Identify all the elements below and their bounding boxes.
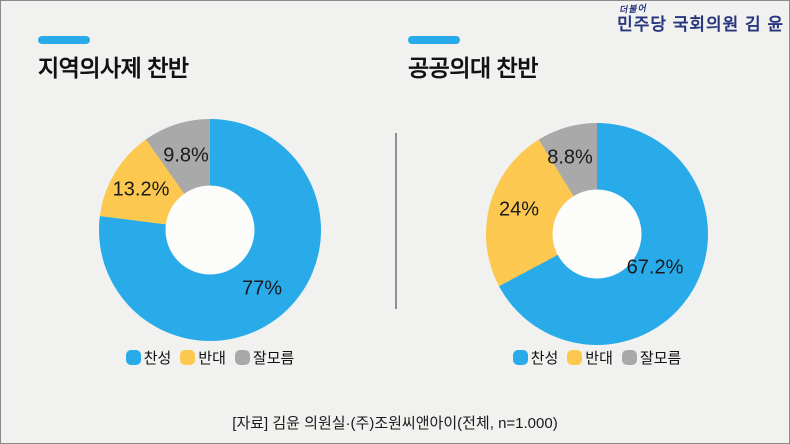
legend-marker-unsure-icon [621, 350, 637, 365]
data-label-right-unsure: 8.8% [547, 146, 593, 169]
legend-item-agree: 찬성 [512, 347, 559, 368]
legend-marker-oppose-icon [567, 350, 583, 365]
data-label-left-unsure: 9.8% [163, 144, 209, 167]
logo-main-text: 민주당 국회의원 김 윤 [617, 15, 784, 34]
brand-logo: 더불어 민주당 국회의원 김 윤 [617, 3, 784, 34]
legend-label-oppose: 반대 [198, 350, 226, 367]
legend-item-oppose: 반대 [180, 347, 226, 368]
legend-label-unsure: 잘모름 [639, 350, 682, 367]
data-label-right-oppose: 24% [498, 198, 540, 221]
data-label-left-agree: 77% [241, 277, 283, 300]
data-label-left-oppose: 13.2% [112, 178, 170, 201]
legend-marker-oppose-icon [180, 350, 196, 365]
title-accent-bar-right [408, 36, 460, 44]
legend-label-agree: 찬성 [530, 350, 559, 367]
chart-title-left: 지역의사제 찬반 [38, 55, 189, 81]
legend-marker-unsure-icon [234, 350, 250, 365]
legend-item-unsure: 잘모름 [621, 347, 682, 368]
source-note: [자료] 김윤 의원실·(주)조원씨앤아이(전체, n=1.000) [232, 415, 558, 432]
legend-marker-agree-icon [512, 350, 528, 365]
donut-chart-left: 77% 13.2% 9.8% [99, 119, 321, 341]
legend-item-agree: 찬성 [125, 347, 172, 368]
legend-marker-agree-icon [125, 350, 141, 365]
donut-chart-right: 67.2% 24% 8.8% [486, 123, 708, 345]
legend-right: 찬성 반대 잘모름 [486, 347, 708, 368]
legend-item-oppose: 반대 [567, 347, 613, 368]
legend-label-unsure: 잘모름 [252, 350, 295, 367]
logo-script-text: 더불어 [618, 3, 648, 15]
chart-title-right: 공공의대 찬반 [408, 55, 538, 81]
data-label-right-agree: 67.2% [626, 256, 684, 279]
legend-label-agree: 찬성 [143, 350, 172, 367]
panel-divider [395, 133, 397, 309]
legend-left: 찬성 반대 잘모름 [99, 347, 321, 368]
legend-label-oppose: 반대 [585, 350, 613, 367]
legend-item-unsure: 잘모름 [234, 347, 295, 368]
title-accent-bar-left [38, 36, 90, 44]
